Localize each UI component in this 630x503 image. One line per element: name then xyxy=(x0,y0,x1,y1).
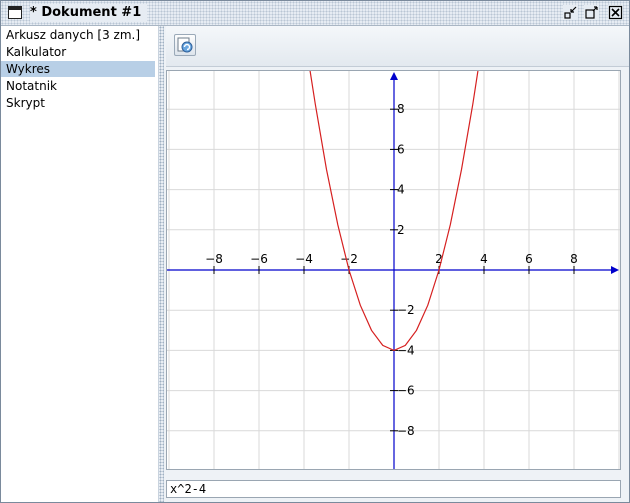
y-tick-label: −6 xyxy=(397,384,415,398)
tree-item-plot[interactable]: Wykres xyxy=(1,61,155,77)
x-tick-label: −8 xyxy=(205,252,223,266)
splitter-handle[interactable] xyxy=(159,26,164,502)
x-tick-label: −4 xyxy=(295,252,313,266)
expression-field[interactable]: x^2-4 xyxy=(166,480,621,498)
window-icon xyxy=(8,6,22,19)
y-axis-arrow xyxy=(390,72,398,80)
window-title: * Dokument #1 xyxy=(30,4,148,22)
tree-item-spreadsheet[interactable]: Arkusz danych [3 zm.] xyxy=(6,28,141,42)
function-curve xyxy=(309,71,479,352)
x-tick-label: 6 xyxy=(525,252,533,266)
refresh-plot-icon xyxy=(177,37,193,53)
y-tick-label: −2 xyxy=(397,303,415,317)
tree-item-notepad[interactable]: Notatnik xyxy=(6,79,57,93)
tree-item-calculator[interactable]: Kalkulator xyxy=(6,45,67,59)
y-tick-label: 8 xyxy=(397,102,405,116)
y-tick-label: 4 xyxy=(397,183,405,197)
refresh-plot-button[interactable] xyxy=(174,34,196,56)
y-tick-label: 2 xyxy=(397,223,405,237)
x-axis-arrow xyxy=(611,266,619,274)
plot-area[interactable]: −8 −6 −4 −2 2 4 6 8 8 6 4 2 −2 −4 −6 −8 xyxy=(166,70,621,470)
title-bar[interactable]: * Dokument #1 xyxy=(1,1,629,26)
document-tree: Arkusz danych [3 zm.] Kalkulator Wykres … xyxy=(1,26,159,502)
x-tick-label: 2 xyxy=(435,252,443,266)
x-tick-label: −2 xyxy=(340,252,358,266)
iconify-icon[interactable] xyxy=(563,5,578,20)
x-tick-label: −6 xyxy=(250,252,268,266)
y-tick-label: 6 xyxy=(397,142,405,156)
x-tick-label: 8 xyxy=(570,252,578,266)
y-tick-label: −8 xyxy=(397,424,415,438)
x-tick-label: 4 xyxy=(480,252,488,266)
plot-toolbar xyxy=(166,26,629,67)
maximize-icon[interactable] xyxy=(584,5,599,20)
close-icon[interactable] xyxy=(608,5,623,20)
tree-item-script[interactable]: Skrypt xyxy=(6,96,45,110)
